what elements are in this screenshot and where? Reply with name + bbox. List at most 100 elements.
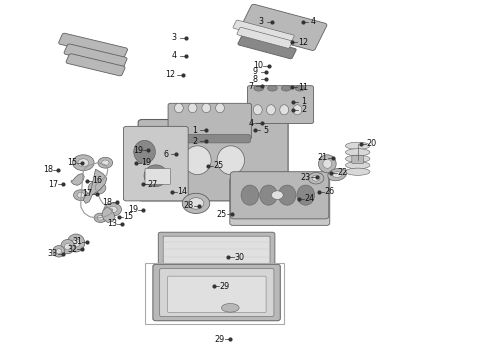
Ellipse shape [67, 234, 85, 252]
Ellipse shape [281, 85, 291, 91]
Text: 29: 29 [220, 282, 229, 291]
Text: 1: 1 [301, 97, 306, 106]
Ellipse shape [293, 105, 302, 115]
FancyBboxPatch shape [153, 264, 280, 321]
FancyBboxPatch shape [352, 156, 364, 163]
Text: 4: 4 [248, 118, 253, 127]
Ellipse shape [134, 140, 155, 163]
Text: 24: 24 [305, 194, 315, 203]
Ellipse shape [254, 85, 264, 91]
Text: 1: 1 [193, 126, 197, 135]
Text: 29: 29 [215, 335, 224, 343]
Polygon shape [102, 207, 115, 222]
Text: 3: 3 [259, 17, 264, 26]
Ellipse shape [280, 105, 289, 115]
Ellipse shape [312, 175, 320, 181]
Text: 31: 31 [73, 238, 82, 246]
Text: 7: 7 [248, 82, 253, 91]
Text: 4: 4 [172, 51, 176, 60]
FancyBboxPatch shape [66, 54, 125, 76]
Text: 14: 14 [177, 187, 187, 196]
Text: 19: 19 [133, 146, 143, 155]
Text: 12: 12 [298, 38, 308, 47]
FancyBboxPatch shape [158, 232, 275, 266]
FancyBboxPatch shape [169, 134, 250, 143]
Text: 16: 16 [92, 176, 102, 185]
FancyBboxPatch shape [230, 172, 329, 219]
Ellipse shape [104, 203, 122, 216]
Ellipse shape [94, 213, 107, 222]
Ellipse shape [108, 206, 117, 213]
Ellipse shape [188, 103, 197, 113]
Ellipse shape [345, 168, 370, 175]
FancyBboxPatch shape [168, 103, 251, 139]
Ellipse shape [53, 246, 65, 257]
Ellipse shape [268, 85, 277, 91]
Text: 15: 15 [123, 212, 133, 221]
Text: 28: 28 [184, 202, 194, 210]
Ellipse shape [328, 168, 346, 181]
FancyBboxPatch shape [163, 236, 270, 264]
FancyBboxPatch shape [238, 35, 296, 59]
Ellipse shape [345, 162, 370, 169]
Ellipse shape [318, 155, 336, 173]
Text: 3: 3 [172, 33, 176, 42]
FancyBboxPatch shape [138, 120, 288, 201]
Text: 22: 22 [337, 168, 347, 177]
Ellipse shape [267, 105, 275, 115]
Text: 5: 5 [263, 126, 268, 135]
Ellipse shape [202, 103, 211, 113]
Polygon shape [71, 174, 84, 185]
Text: 17: 17 [82, 189, 92, 198]
Ellipse shape [271, 191, 283, 199]
Ellipse shape [98, 157, 113, 168]
Ellipse shape [78, 159, 89, 167]
FancyBboxPatch shape [230, 178, 330, 225]
FancyBboxPatch shape [123, 126, 188, 201]
Text: 19: 19 [141, 158, 151, 167]
Text: 11: 11 [298, 83, 308, 91]
Text: 2: 2 [301, 105, 306, 114]
Text: 17: 17 [48, 180, 58, 189]
Ellipse shape [323, 159, 332, 168]
Ellipse shape [297, 185, 315, 205]
Text: 18: 18 [102, 198, 112, 207]
Text: 19: 19 [128, 205, 138, 214]
Ellipse shape [93, 185, 101, 191]
FancyBboxPatch shape [237, 27, 293, 48]
Text: 2: 2 [193, 136, 197, 145]
Text: 26: 26 [324, 187, 334, 196]
Ellipse shape [150, 146, 178, 175]
Ellipse shape [77, 192, 84, 198]
Ellipse shape [184, 146, 211, 175]
FancyBboxPatch shape [59, 33, 127, 59]
Text: 23: 23 [301, 173, 311, 181]
Ellipse shape [61, 239, 74, 254]
Text: 25: 25 [217, 210, 226, 219]
Text: 15: 15 [68, 158, 77, 167]
Ellipse shape [174, 103, 183, 113]
Text: 32: 32 [68, 245, 77, 253]
Ellipse shape [72, 239, 80, 247]
Ellipse shape [188, 198, 204, 209]
Ellipse shape [88, 181, 106, 194]
Text: 13: 13 [107, 219, 117, 228]
Ellipse shape [65, 243, 71, 250]
Ellipse shape [74, 190, 88, 201]
Ellipse shape [216, 103, 224, 113]
Text: 9: 9 [253, 68, 258, 77]
Ellipse shape [278, 185, 296, 205]
Ellipse shape [221, 303, 239, 312]
Ellipse shape [260, 185, 277, 205]
Polygon shape [83, 169, 107, 203]
FancyBboxPatch shape [160, 269, 274, 316]
FancyBboxPatch shape [145, 168, 171, 184]
Ellipse shape [56, 249, 61, 254]
Ellipse shape [345, 149, 370, 156]
Ellipse shape [144, 165, 168, 186]
Text: 4: 4 [311, 17, 316, 26]
Text: 10: 10 [253, 61, 263, 70]
Ellipse shape [345, 155, 370, 162]
Ellipse shape [308, 172, 324, 184]
Ellipse shape [73, 155, 94, 171]
